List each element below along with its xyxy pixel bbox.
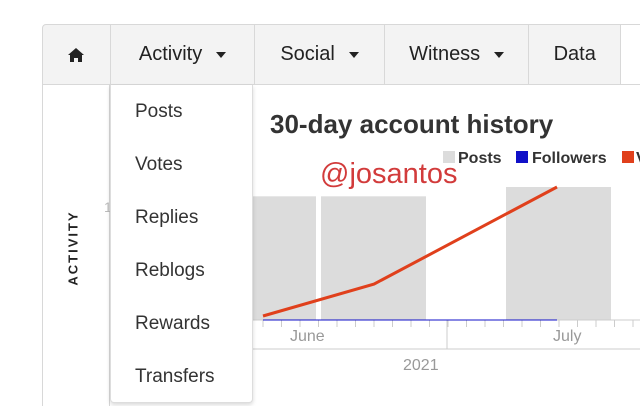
menu-item-replies[interactable]: Replies (135, 207, 199, 228)
home-button[interactable] (43, 25, 111, 84)
nav-data[interactable]: Data (529, 25, 622, 84)
x-tick-june: June (290, 328, 325, 345)
nav-activity[interactable]: Activity (111, 25, 256, 84)
caret-down-icon (494, 51, 505, 58)
watermark: @josantos (320, 158, 457, 190)
nav-label: Witness (409, 43, 481, 65)
line-v (262, 185, 558, 318)
bar-posts (506, 187, 611, 320)
nav-social[interactable]: Social (255, 25, 385, 84)
menu-item-rewards[interactable]: Rewards (135, 313, 210, 334)
x-tick-july: July (553, 328, 581, 345)
nav-label: Data (553, 43, 596, 65)
bar-posts (253, 196, 316, 320)
top-nav: Activity Social Witness Data (42, 24, 640, 85)
legend-swatch-followers (516, 151, 528, 163)
caret-down-icon (216, 51, 227, 58)
legend-swatch-posts (443, 151, 455, 163)
chart-title: 30-day account history (270, 109, 554, 139)
nav-label: Activity (138, 43, 203, 65)
legend-swatch-v (622, 151, 634, 163)
activity-dropdown: Posts Votes Replies Reblogs Rewards Tran… (110, 85, 253, 403)
legend-followers[interactable]: Followers (532, 150, 607, 167)
bar-posts (321, 196, 426, 320)
nav-witness[interactable]: Witness (385, 25, 530, 84)
nav-more[interactable] (621, 25, 640, 84)
legend-posts[interactable]: Posts (458, 150, 502, 167)
legend-v[interactable]: V (636, 150, 640, 167)
home-icon (68, 47, 85, 62)
menu-item-reblogs[interactable]: Reblogs (135, 260, 205, 281)
menu-item-votes[interactable]: Votes (135, 154, 183, 175)
caret-down-icon (348, 51, 359, 58)
menu-item-posts[interactable]: Posts (135, 101, 183, 122)
y-tick: 1 (104, 199, 112, 215)
side-panel (42, 85, 110, 406)
nav-label: Social (280, 43, 335, 65)
menu-item-transfers[interactable]: Transfers (135, 366, 215, 387)
x-group-label: 2021 (403, 357, 439, 374)
